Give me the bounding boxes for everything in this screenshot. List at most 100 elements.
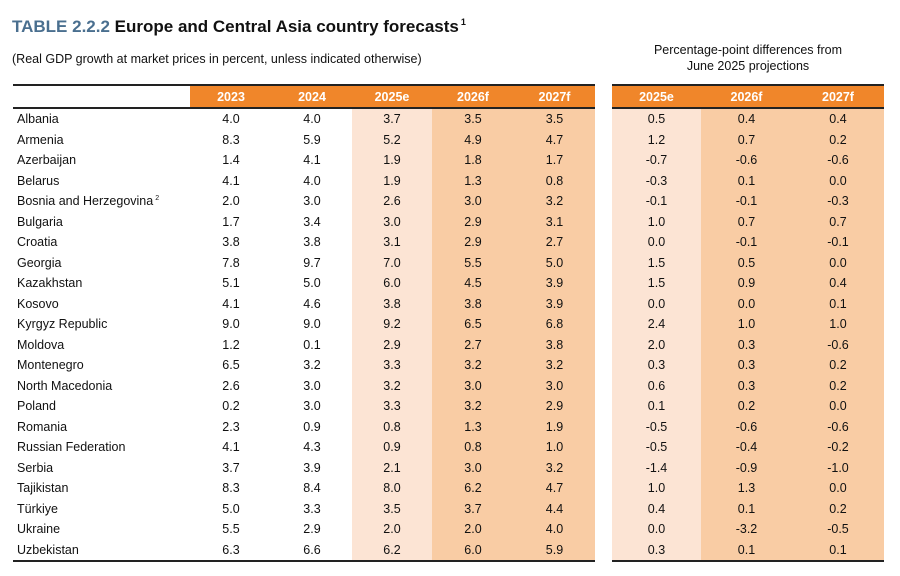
difference-cell: 1.2 xyxy=(612,129,701,150)
table-row: -0.5 -0.6 -0.6 xyxy=(612,416,884,437)
value-cell: 6.6 xyxy=(303,542,321,557)
value-cell: 3.3 xyxy=(352,355,432,376)
country-name: Georgia xyxy=(17,255,62,270)
difference-cell: 0.0 xyxy=(792,478,884,499)
difference-cell: 0.0 xyxy=(612,232,701,253)
value-cell: 6.0 xyxy=(432,539,514,561)
forecast-table: 2023 2024 2025e 2026f 2027f Albania 4.0 4.… xyxy=(13,84,595,562)
country-name-cell: Armenia xyxy=(13,130,190,151)
value-cell: 2.3 xyxy=(222,419,240,434)
value-cell: 3.8 xyxy=(352,293,432,314)
table-row: North Macedonia 2.6 3.0 3.2 3.0 3.0 xyxy=(13,375,595,396)
value-cell: 4.4 xyxy=(514,498,595,519)
value-cell: 3.0 xyxy=(432,375,514,396)
country-name-cell: Azerbaijan xyxy=(13,150,190,171)
column-header: 2026f xyxy=(432,85,514,108)
difference-cell: -1.0 xyxy=(792,457,884,478)
value-cell: 5.0 xyxy=(514,252,595,273)
value-cell: 2.6 xyxy=(352,191,432,212)
table-row: Montenegro 6.5 3.2 3.3 3.2 3.2 xyxy=(13,355,595,376)
differences-table: 2025e 2026f 2027f 0.5 0.4 0.4 1.2 0.7 0.2 -0.7… xyxy=(612,84,884,562)
value-cell: 5.0 xyxy=(222,501,240,516)
difference-cell: 1.0 xyxy=(701,314,792,335)
country-name-cell: Poland xyxy=(13,396,190,417)
difference-cell: 0.1 xyxy=(792,293,884,314)
table-row: 1.5 0.5 0.0 xyxy=(612,252,884,273)
value-cell: 3.2 xyxy=(432,355,514,376)
difference-cell: 0.2 xyxy=(792,355,884,376)
table-row: Romania 2.3 0.9 0.8 1.3 1.9 xyxy=(13,416,595,437)
table-row: Uzbekistan 6.3 6.6 6.2 6.0 5.9 xyxy=(13,539,595,561)
table-row: Bulgaria 1.7 3.4 3.0 2.9 3.1 xyxy=(13,211,595,233)
difference-cell: 0.1 xyxy=(701,170,792,191)
country-name-cell: Montenegro xyxy=(13,355,190,376)
table-row: Russian Federation 4.1 4.3 0.9 0.8 1.0 xyxy=(13,437,595,458)
value-cell: 4.6 xyxy=(303,296,321,311)
difference-cell: -3.2 xyxy=(701,519,792,540)
value-cell: 4.1 xyxy=(222,296,240,311)
difference-cell: 0.2 xyxy=(792,498,884,519)
value-cell: 4.1 xyxy=(222,440,240,455)
table-row: Ukraine 5.5 2.9 2.0 2.0 4.0 xyxy=(13,519,595,540)
country-name: Russian Federation xyxy=(17,440,126,455)
difference-cell: 0.0 xyxy=(612,519,701,540)
value-cell: 2.9 xyxy=(352,334,432,355)
value-cell: 6.2 xyxy=(352,539,432,561)
country-name-cell: Bulgaria xyxy=(13,212,190,233)
value-cell: 1.2 xyxy=(222,337,240,352)
difference-cell: 0.0 xyxy=(792,170,884,191)
difference-cell: -0.6 xyxy=(792,334,884,355)
difference-cell: 1.0 xyxy=(612,478,701,499)
country-name-cell: Kosovo xyxy=(13,294,190,315)
difference-cell: 0.1 xyxy=(701,498,792,519)
value-cell: 5.5 xyxy=(222,522,240,537)
value-cell: 1.4 xyxy=(222,153,240,168)
value-cell: 3.8 xyxy=(514,334,595,355)
difference-cell: -0.6 xyxy=(792,150,884,171)
difference-cell: 0.7 xyxy=(701,211,792,232)
value-cell: 6.5 xyxy=(222,358,240,373)
value-cell: 2.9 xyxy=(432,211,514,232)
table-row: 1.0 1.3 0.0 xyxy=(612,478,884,499)
value-cell: 3.0 xyxy=(303,378,321,393)
table-row: Moldova 1.2 0.1 2.9 2.7 3.8 xyxy=(13,334,595,355)
value-cell: 3.8 xyxy=(222,235,240,250)
table-row: -1.4 -0.9 -1.0 xyxy=(612,457,884,478)
value-cell: 0.2 xyxy=(222,399,240,414)
value-cell: 4.9 xyxy=(432,129,514,150)
difference-cell: 0.0 xyxy=(612,293,701,314)
difference-cell: 1.0 xyxy=(792,314,884,335)
difference-cell: 1.5 xyxy=(612,273,701,294)
difference-cell: -0.7 xyxy=(612,150,701,171)
value-cell: 0.1 xyxy=(303,337,321,352)
difference-cell: 0.3 xyxy=(701,334,792,355)
value-cell: 6.2 xyxy=(432,478,514,499)
value-cell: 1.9 xyxy=(352,150,432,171)
value-cell: 2.0 xyxy=(222,194,240,209)
country-name: Serbia xyxy=(17,460,54,475)
table-row: Kosovo 4.1 4.6 3.8 3.8 3.9 xyxy=(13,293,595,315)
value-cell: 5.1 xyxy=(222,276,240,291)
column-header: 2024 xyxy=(272,85,352,108)
value-cell: 4.7 xyxy=(514,478,595,499)
table-row: 0.0 -0.1 -0.1 xyxy=(612,232,884,253)
country-name: Türkiye xyxy=(17,501,58,516)
table-title: TABLE 2.2.2 Europe and Central Asia coun… xyxy=(12,17,466,37)
table-row: Belarus 4.1 4.0 1.9 1.3 0.8 xyxy=(13,170,595,191)
value-cell: 4.0 xyxy=(514,519,595,540)
table-subtitle: (Real GDP growth at market prices in per… xyxy=(12,52,422,66)
value-cell: 3.2 xyxy=(303,358,321,373)
value-cell: 4.0 xyxy=(303,173,321,188)
value-cell: 5.0 xyxy=(303,276,321,291)
table-row: 0.5 0.4 0.4 xyxy=(612,108,884,130)
value-cell: 4.0 xyxy=(303,112,321,127)
difference-cell: -0.1 xyxy=(792,232,884,253)
value-cell: 5.5 xyxy=(432,252,514,273)
table-row: -0.7 -0.6 -0.6 xyxy=(612,150,884,171)
table-row: 0.3 0.1 0.1 xyxy=(612,539,884,561)
table-row: Croatia 3.8 3.8 3.1 2.9 2.7 xyxy=(13,232,595,253)
table-row: 2.0 0.3 -0.6 xyxy=(612,334,884,355)
country-name: Tajikistan xyxy=(17,481,69,496)
value-cell: 1.9 xyxy=(514,416,595,437)
value-cell: 2.7 xyxy=(432,334,514,355)
